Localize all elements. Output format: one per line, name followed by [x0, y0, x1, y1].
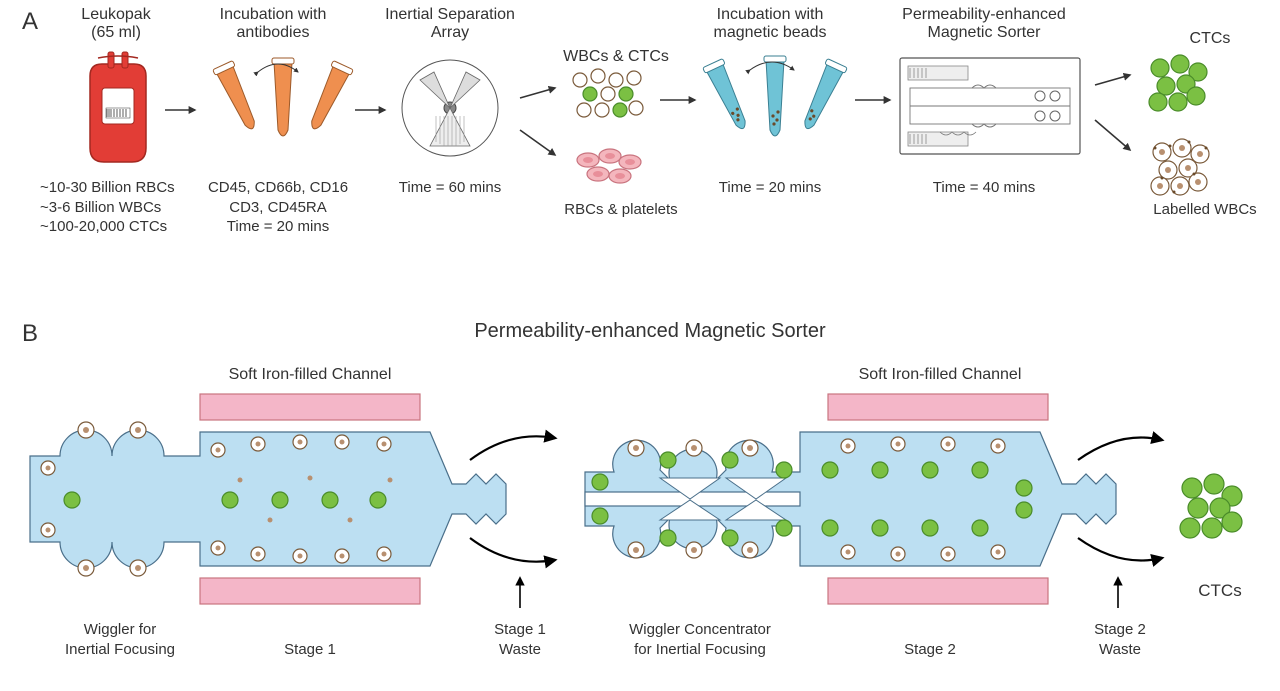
panel-b-diagram — [0, 360, 1280, 680]
antibody-tubes-icon — [213, 58, 354, 136]
panel-b-label: B — [22, 320, 38, 348]
rbcs-platelets-icon — [577, 149, 641, 183]
magbead-tubes-icon — [703, 56, 848, 136]
panel-a-diagram — [0, 0, 1280, 250]
sorter-chip-icon — [900, 58, 1080, 154]
output-wbcs-icon — [1151, 139, 1209, 195]
wbcs-ctcs-cluster-icon — [573, 69, 643, 117]
panel-b-title: Permeability-enhanced Magnetic Sorter — [440, 320, 860, 343]
inertial-array-icon — [402, 60, 498, 156]
output-ctcs-icon — [1149, 55, 1207, 111]
leukopak-bag-icon — [90, 52, 146, 162]
stage2-output-ctcs-icon — [1180, 474, 1242, 538]
